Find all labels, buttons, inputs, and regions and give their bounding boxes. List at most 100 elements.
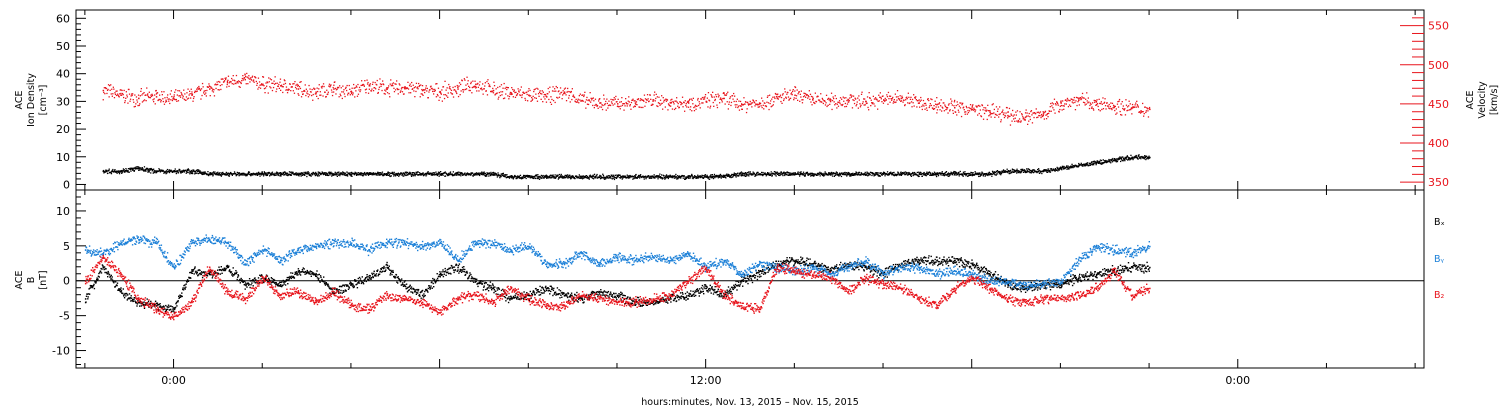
density-point (751, 173, 753, 175)
velocity-point (882, 102, 885, 104)
velocity-point (374, 87, 376, 89)
velocity-point (479, 81, 481, 83)
density-point (203, 172, 205, 175)
density-point (471, 172, 474, 174)
density-point (552, 175, 555, 178)
velocity-point (203, 92, 205, 94)
velocity-point (709, 107, 711, 109)
density-point (317, 173, 320, 175)
density-point (714, 177, 716, 179)
velocity-point (676, 101, 678, 103)
velocity-point (626, 103, 628, 105)
density-point (887, 174, 889, 176)
velocity-point (243, 77, 245, 79)
density-point (548, 175, 550, 178)
velocity-point (626, 105, 628, 107)
velocity-point (1042, 113, 1045, 115)
density-point (654, 177, 656, 179)
density-point (390, 172, 392, 174)
density-point (978, 172, 980, 174)
velocity-point (579, 93, 581, 95)
velocity-point (810, 95, 813, 98)
density-point (318, 175, 320, 177)
velocity-point (170, 90, 172, 92)
density-point (1017, 170, 1020, 172)
velocity-point (532, 98, 534, 100)
density-point (797, 171, 799, 173)
density-point (385, 174, 387, 176)
velocity-point (257, 77, 260, 79)
density-point (515, 176, 518, 178)
velocity-point (738, 109, 741, 111)
velocity-point (1012, 115, 1014, 117)
density-point (674, 177, 677, 179)
velocity-point (128, 93, 131, 95)
density-point (237, 172, 239, 174)
density-point (852, 172, 854, 174)
velocity-point (277, 85, 279, 87)
density-point (265, 174, 267, 176)
velocity-point (963, 109, 965, 111)
density-point (687, 175, 689, 177)
velocity-point (380, 85, 382, 87)
velocity-point (588, 99, 590, 101)
velocity-point (434, 90, 436, 92)
density-point (658, 176, 661, 178)
density-point (126, 171, 128, 173)
velocity-point (150, 95, 153, 97)
velocity-point (498, 96, 500, 98)
density-point (864, 171, 866, 174)
density-point (538, 178, 541, 180)
velocity-axis-label: [km/s] (1489, 85, 1500, 115)
density-point (952, 171, 955, 174)
velocity-point (118, 95, 120, 97)
velocity-point (734, 95, 736, 97)
density-point (300, 172, 302, 174)
velocity-point (537, 93, 540, 95)
velocity-point (656, 96, 658, 98)
density-point (474, 174, 476, 176)
density-point (554, 174, 556, 176)
density-point (917, 175, 920, 178)
density-point (762, 174, 764, 177)
density-point (570, 177, 573, 179)
density-point (115, 170, 117, 172)
velocity-point (839, 97, 842, 99)
density-point (963, 173, 965, 176)
density-point (1044, 170, 1047, 172)
velocity-point (241, 77, 243, 80)
velocity-point (834, 104, 836, 106)
density-point (884, 173, 887, 175)
density-point (834, 172, 837, 174)
velocity-point (191, 93, 194, 95)
velocity-point (644, 105, 646, 107)
velocity-point (1085, 103, 1087, 105)
velocity-point (986, 118, 988, 121)
velocity-point (138, 104, 140, 107)
velocity-point (186, 92, 188, 94)
density-point (413, 172, 415, 174)
density-point (560, 173, 562, 176)
velocity-point (837, 105, 840, 107)
density-point (613, 178, 616, 181)
density-point (738, 173, 740, 175)
density-point (221, 172, 223, 174)
velocity-point (209, 85, 211, 88)
density-point (719, 173, 722, 176)
density-point (122, 171, 124, 173)
velocity-point (192, 97, 195, 100)
density-point (525, 177, 527, 180)
density-point (142, 169, 144, 171)
density-point (1114, 158, 1116, 160)
velocity-point (1044, 110, 1047, 112)
density-point (320, 173, 322, 176)
density-point (789, 172, 791, 174)
density-point (653, 174, 655, 176)
density-point (947, 172, 950, 174)
density-point (831, 172, 833, 174)
density-point (1094, 160, 1096, 163)
velocity-point (604, 103, 606, 105)
velocity-point (923, 105, 925, 107)
density-point (140, 168, 143, 171)
density-point (176, 170, 178, 172)
